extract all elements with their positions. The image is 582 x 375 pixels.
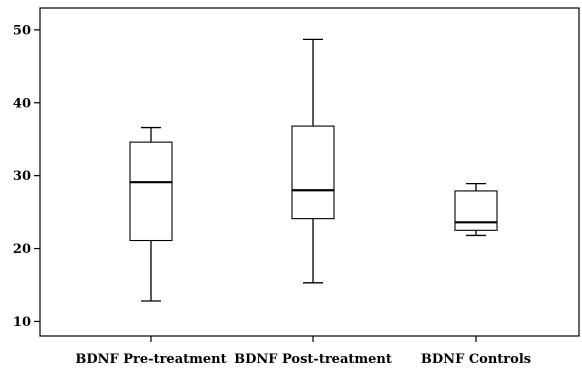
x-axis: BDNF Pre-treatment BDNF Post-treatment BDN… (75, 336, 531, 367)
y-tick-label-20: 20 (13, 242, 31, 257)
y-tick-label-40: 40 (13, 96, 31, 111)
box-1 (129, 126, 173, 302)
y-tick-label-50: 50 (13, 23, 31, 38)
x-category-label-2: BDNF Post-treatment (234, 352, 392, 367)
x-category-label-1: BDNF Pre-treatment (75, 352, 226, 367)
y-tick-label-10: 10 (13, 315, 31, 330)
plot-frame (39, 7, 580, 337)
iqr-box (454, 190, 498, 231)
y-tick-label-30: 30 (13, 169, 31, 184)
iqr-box (129, 141, 173, 242)
box-3 (454, 183, 498, 237)
boxes (129, 38, 498, 302)
box-2 (291, 38, 335, 284)
iqr-box (291, 125, 335, 220)
y-axis: 10 20 30 40 50 (13, 23, 40, 330)
x-category-label-3: BDNF Controls (421, 352, 531, 367)
